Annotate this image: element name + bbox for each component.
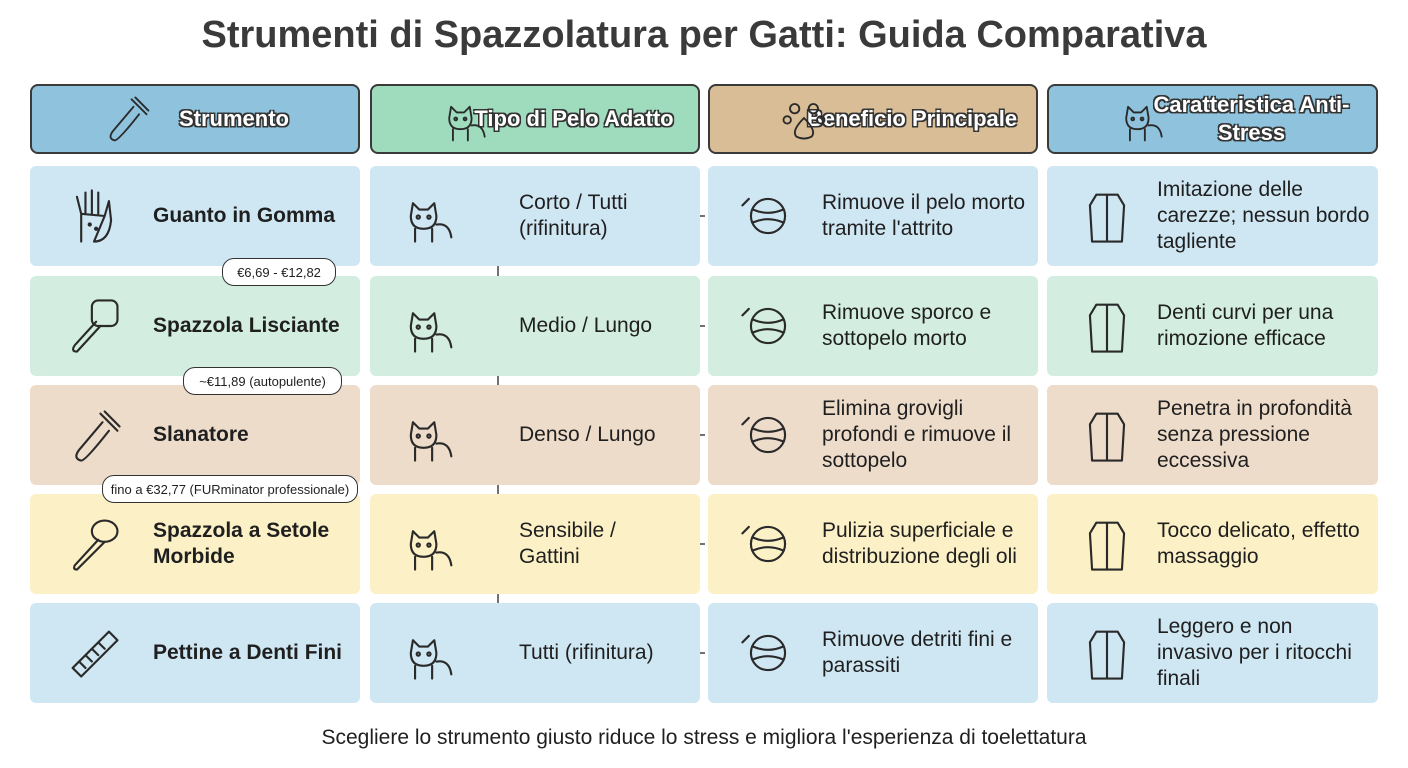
price-badge: ~€11,89 (autopulente) [183,367,342,395]
icon [1088,412,1126,462]
icon [75,189,113,243]
table-cell [30,166,360,266]
icon [741,634,787,672]
table-cell [30,494,360,594]
coat-text: Tutti (rifinitura) [519,641,654,664]
table-cell [1047,603,1378,703]
table-cell [708,494,1038,594]
icon [72,299,119,353]
icon [1088,630,1126,680]
footer: Scegliere lo strumento giusto riduce lo … [321,726,1087,749]
icon [782,103,826,140]
tool-text: Guanto in Gomma [153,204,336,227]
coat-text: Medio / Lungo [519,314,653,337]
anti-stress-text: Leggero e non invasivo per i ritocchi fi… [1157,615,1352,690]
icon [741,307,787,345]
table-cell [708,385,1038,485]
table-cell [1047,276,1378,376]
tool-text: Spazzola a Setole Morbide [153,519,330,568]
benefit-text: Rimuove detriti fini e parassiti [822,628,1013,677]
icon [75,410,121,462]
tool-text: Slanatore [153,423,249,446]
icon [1088,193,1126,243]
icon [409,639,453,680]
column-header-text: Strumento [179,106,289,131]
table-cell [1047,166,1378,266]
column-header: Beneficio Principale [708,84,1038,154]
icon [1125,105,1163,142]
icon [409,312,453,353]
benefit-text: Rimuove il pelo morto tramite l'attrito [822,191,1026,240]
column-header: Caratteristica Anti-Stress [1047,84,1378,154]
table-cell [370,276,700,376]
price-badge: fino a €32,77 (FURminator professionale) [102,475,358,503]
table-cell [370,166,700,266]
anti-stress-text: Imitazione delle carezze; nessun bordo t… [1157,178,1370,253]
icon [741,197,787,235]
table-cell [370,603,700,703]
anti-stress-text: Penetra in profondità senza pressione ec… [1157,397,1352,472]
table-cell [1047,494,1378,594]
icon [73,519,119,571]
anti-stress-text: Tocco delicato, effetto massaggio [1157,519,1360,568]
anti-stress-text: Denti curvi per una rimozione efficace [1157,301,1334,350]
tool-text: Spazzola Lisciante [153,314,340,337]
coat-text: Corto / Tutti (rifinitura) [519,191,628,240]
column-header-text: Beneficio Principale [806,106,1018,131]
table-cell [30,385,360,485]
icon [409,202,453,243]
icon [741,525,787,563]
table-cell [708,166,1038,266]
table-cell [30,603,360,703]
icon [109,96,150,142]
benefit-text: Elimina grovigli profondi e rimuove il s… [822,397,1012,472]
table-cell [30,276,360,376]
icon [71,630,119,678]
table-cell [370,385,700,485]
table-cell [370,494,700,594]
tool-text: Pettine a Denti Fini [153,641,343,664]
table-cell [1047,385,1378,485]
icon [409,530,453,571]
icon [741,416,787,454]
column-header-text: Tipo di Pelo Adatto [474,106,674,131]
icon [1088,521,1126,571]
coat-text: Denso / Lungo [519,423,656,446]
benefit-text: Pulizia superficiale e distribuzione deg… [822,519,1017,568]
table-cell [708,603,1038,703]
price-badge: €6,69 - €12,82 [222,258,336,286]
icon [409,421,453,462]
title: Strumenti di Spazzolatura per Gatti: Gui… [201,14,1207,56]
coat-text: Sensibile / Gattini [519,519,616,568]
column-header: Strumento [30,84,360,154]
column-header: Tipo di Pelo Adatto [370,84,700,154]
column-header-text: Caratteristica Anti-Stress [1153,92,1350,145]
icon [448,105,486,142]
table-cell [708,276,1038,376]
icon [1088,303,1126,353]
benefit-text: Rimuove sporco e sottopelo morto [822,301,992,350]
